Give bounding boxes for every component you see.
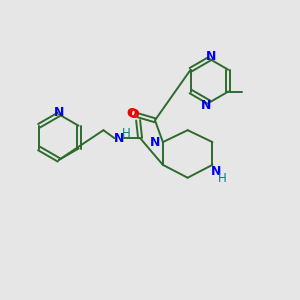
Text: N: N	[150, 136, 160, 148]
Text: H: H	[218, 172, 227, 185]
Text: N: N	[54, 106, 64, 119]
Text: O: O	[127, 107, 137, 120]
Text: H: H	[122, 127, 130, 140]
Text: N: N	[201, 99, 212, 112]
Text: N: N	[211, 165, 222, 178]
Text: N: N	[206, 50, 217, 63]
Text: O: O	[129, 108, 140, 121]
Text: N: N	[114, 132, 124, 145]
